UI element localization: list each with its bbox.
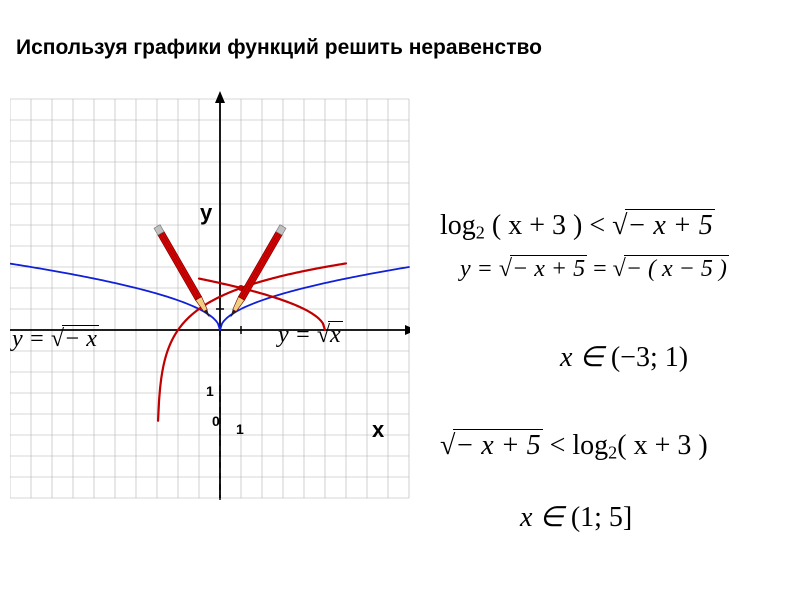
tick-1x: 1 [236,421,244,437]
y-axis-label: у [200,200,212,226]
answer-1: x ∈ (−3; 1) [560,340,688,374]
label-sqrt-neg-x: y = − x [12,326,99,353]
tick-1y: 1 [206,383,214,399]
page-title: Используя графики функций решить неравен… [16,36,542,60]
chart-container [10,90,410,505]
answer-2: x ∈ (1; 5] [520,500,632,534]
equation-y-transform: y = − x + 5 = − ( x − 5 ) [460,256,729,283]
x-axis-label: х [372,417,384,443]
inequality-1: log2 ( x + 3 ) < − x + 5 [440,210,715,244]
label-sqrt-x: y = x [278,322,343,349]
inequality-2: − x + 5 < log2( x + 3 ) [440,430,708,464]
origin-label: 0 [212,413,220,429]
chart-svg [10,90,410,500]
